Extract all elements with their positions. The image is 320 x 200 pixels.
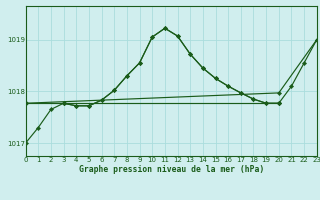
X-axis label: Graphe pression niveau de la mer (hPa): Graphe pression niveau de la mer (hPa) — [79, 165, 264, 174]
